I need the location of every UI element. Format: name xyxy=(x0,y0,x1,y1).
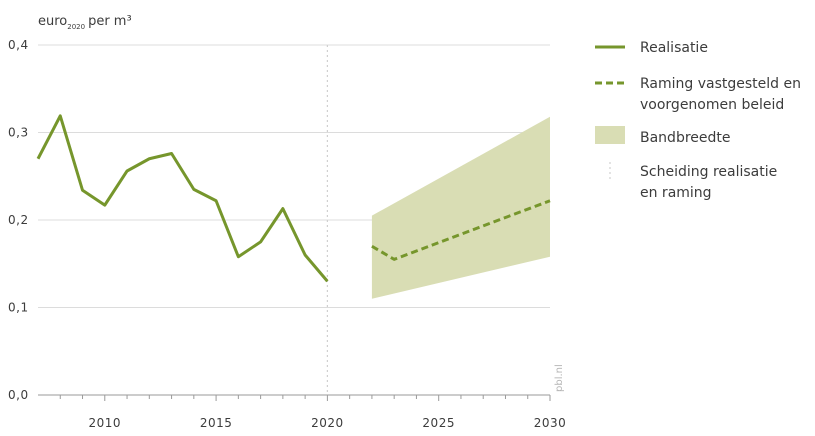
x-tick-label-3: 2025 xyxy=(422,416,455,430)
legend-label-raming-0: Raming vastgesteld en xyxy=(640,76,801,92)
y-tick-label-3: 0,3 xyxy=(8,126,29,140)
x-tick-label-2: 2020 xyxy=(311,416,344,430)
series-line-1 xyxy=(371,199,551,261)
y-axis-unit-label: euro2020 per m³ xyxy=(38,14,132,31)
legend-label-band-0: Bandbreedte xyxy=(640,130,731,146)
y-tick-label-2: 0,2 xyxy=(8,213,29,227)
legend-swatch-band xyxy=(595,126,625,144)
x-tick-label-1: 2015 xyxy=(200,416,233,430)
series-lines xyxy=(36,114,551,283)
legend-label-raming-1: voorgenomen beleid xyxy=(640,97,784,113)
axes xyxy=(38,394,551,401)
y-tick-label-0: 0,0 xyxy=(8,388,29,402)
x-tick-label-4: 2030 xyxy=(534,416,567,430)
y-tick-label-1: 0,1 xyxy=(8,301,29,315)
legend: Realisatie Raming vastgesteld en voorgenom… xyxy=(595,40,801,201)
x-tick-label-0: 2010 xyxy=(89,416,122,430)
legend-item-band: Bandbreedte xyxy=(595,126,731,146)
x-tick-labels: 2010 2015 2020 2025 2030 xyxy=(89,416,567,430)
legend-item-realisatie: Realisatie xyxy=(595,40,708,56)
y-tick-label-4: 0,4 xyxy=(8,38,29,52)
watermark: pbl.nl xyxy=(554,364,565,392)
legend-label-realisatie-0: Realisatie xyxy=(640,40,708,56)
legend-item-raming: Raming vastgesteld en voorgenomen beleid xyxy=(595,76,801,113)
legend-item-separator: Scheiding realisatie en raming xyxy=(609,162,777,201)
y-tick-labels: 0,0 0,1 0,2 0,3 0,4 xyxy=(8,38,29,402)
series-line-0 xyxy=(36,114,329,283)
legend-label-separator-0: Scheiding realisatie xyxy=(640,164,777,180)
bandwidth-area xyxy=(371,116,550,299)
band-polygon xyxy=(371,116,550,299)
legend-label-separator-1: en raming xyxy=(640,185,712,201)
